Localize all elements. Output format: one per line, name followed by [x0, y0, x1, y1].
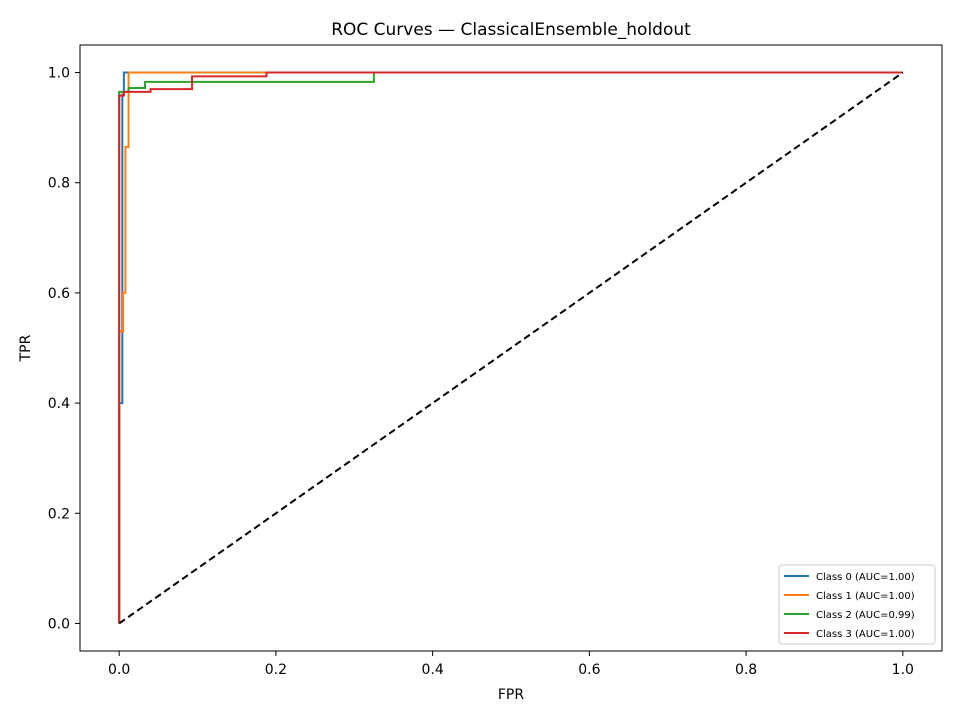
y-tick-label: 1.0 [48, 66, 70, 82]
x-tick-label: 0.4 [422, 662, 444, 678]
legend-label-class-3: Class 3 (AUC=1.00) [816, 629, 915, 640]
y-axis-label: TPR [18, 334, 34, 362]
chart-title: ROC Curves — ClassicalEnsemble_holdout [331, 20, 691, 40]
y-tick-label: 0.4 [48, 396, 70, 412]
x-tick-label: 0.2 [265, 662, 287, 678]
x-axis-label: FPR [498, 687, 524, 703]
legend-label-class-1: Class 1 (AUC=1.00) [816, 591, 915, 602]
legend-label-class-2: Class 2 (AUC=0.99) [816, 610, 915, 621]
x-tick-label: 0.6 [578, 662, 600, 678]
y-tick-label: 0.2 [48, 506, 70, 522]
series-line-class-2 [118, 71, 903, 624]
y-tick-label: 0.0 [48, 616, 70, 632]
x-tick-label: 0.8 [735, 662, 757, 678]
plot-area [79, 44, 943, 652]
x-tick-label: 1.0 [892, 662, 914, 678]
legend: Class 0 (AUC=1.00) Class 1 (AUC=1.00) Clas… [778, 564, 936, 645]
x-tick-label: 0.0 [108, 662, 130, 678]
y-tick-label: 0.6 [48, 286, 70, 302]
legend-label-class-0: Class 0 (AUC=1.00) [816, 572, 915, 583]
chance-diagonal-line [118, 71, 904, 625]
series-line-class-1 [118, 71, 903, 624]
y-tick-label: 0.8 [48, 176, 70, 192]
series-line-class-3 [118, 71, 903, 624]
axis-ticks: 0.0 0.2 0.4 0.6 0.8 1.0 0.0 0.2 0.4 0.6 0.8 1.0 [48, 66, 914, 678]
legend-box [778, 564, 936, 645]
plot-frame [79, 44, 943, 652]
